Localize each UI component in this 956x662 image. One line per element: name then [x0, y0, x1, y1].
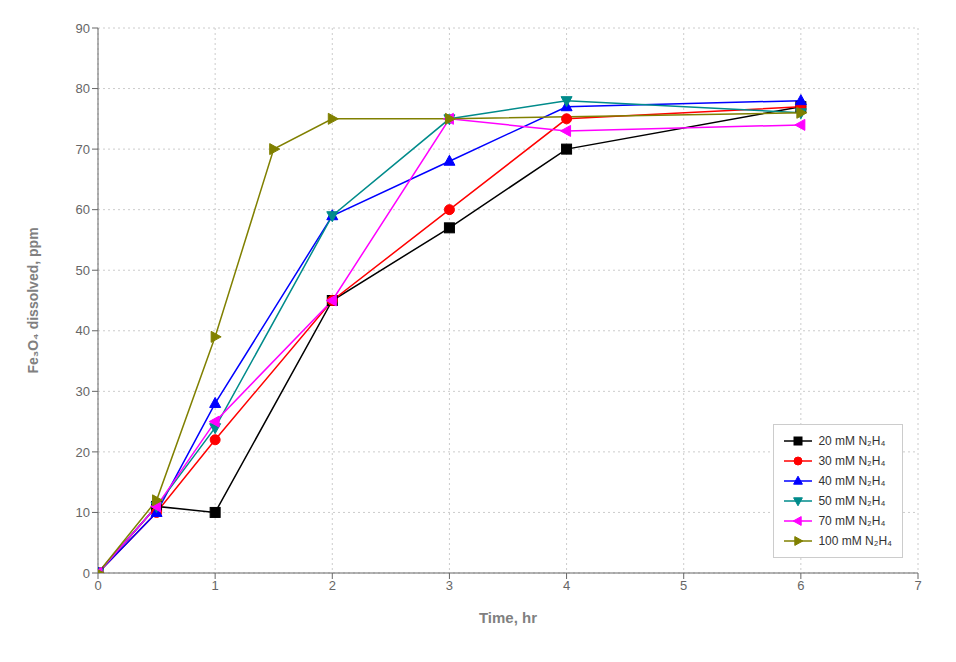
svg-text:50: 50: [76, 263, 90, 278]
svg-text:60: 60: [76, 202, 90, 217]
svg-text:90: 90: [76, 21, 90, 36]
svg-text:0: 0: [83, 566, 90, 581]
svg-text:20: 20: [76, 445, 90, 460]
svg-text:80: 80: [76, 81, 90, 96]
svg-text:70: 70: [76, 142, 90, 157]
svg-text:5: 5: [680, 578, 687, 593]
html-text:30 mM N₂H₄: 30 mM N₂H₄: [818, 454, 886, 468]
svg-text:7: 7: [914, 578, 921, 593]
svg-text:4: 4: [563, 578, 570, 593]
svg-text:30: 30: [76, 384, 90, 399]
html-text:100 mM N₂H₄: 100 mM N₂H₄: [818, 534, 892, 548]
svg-text:Time, hr: Time, hr: [479, 609, 537, 626]
svg-text:0: 0: [94, 578, 101, 593]
svg-text:3: 3: [446, 578, 453, 593]
svg-text:6: 6: [797, 578, 804, 593]
svg-text:Fe₃O₄ dissolved, ppm: Fe₃O₄ dissolved, ppm: [25, 227, 41, 373]
svg-text:2: 2: [329, 578, 336, 593]
html-text:70 mM N₂H₄: 70 mM N₂H₄: [818, 514, 886, 528]
html-text:50 mM N₂H₄: 50 mM N₂H₄: [818, 494, 886, 508]
html-text:20 mM N₂H₄: 20 mM N₂H₄: [818, 434, 886, 448]
svg-text:1: 1: [212, 578, 219, 593]
html-text:40 mM N₂H₄: 40 mM N₂H₄: [818, 474, 886, 488]
svg-text:10: 10: [76, 505, 90, 520]
svg-text:40: 40: [76, 323, 90, 338]
